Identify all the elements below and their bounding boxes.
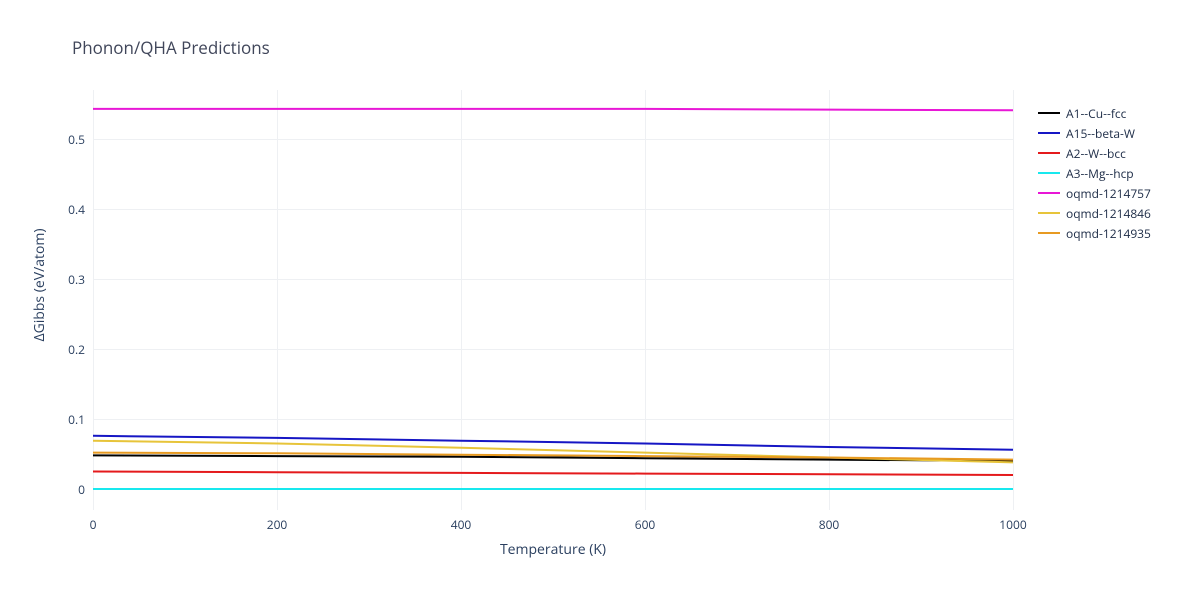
series-layer: [0, 0, 1200, 600]
series-line[interactable]: [93, 472, 1013, 476]
series-line[interactable]: [93, 109, 1013, 110]
series-line[interactable]: [93, 441, 1013, 463]
